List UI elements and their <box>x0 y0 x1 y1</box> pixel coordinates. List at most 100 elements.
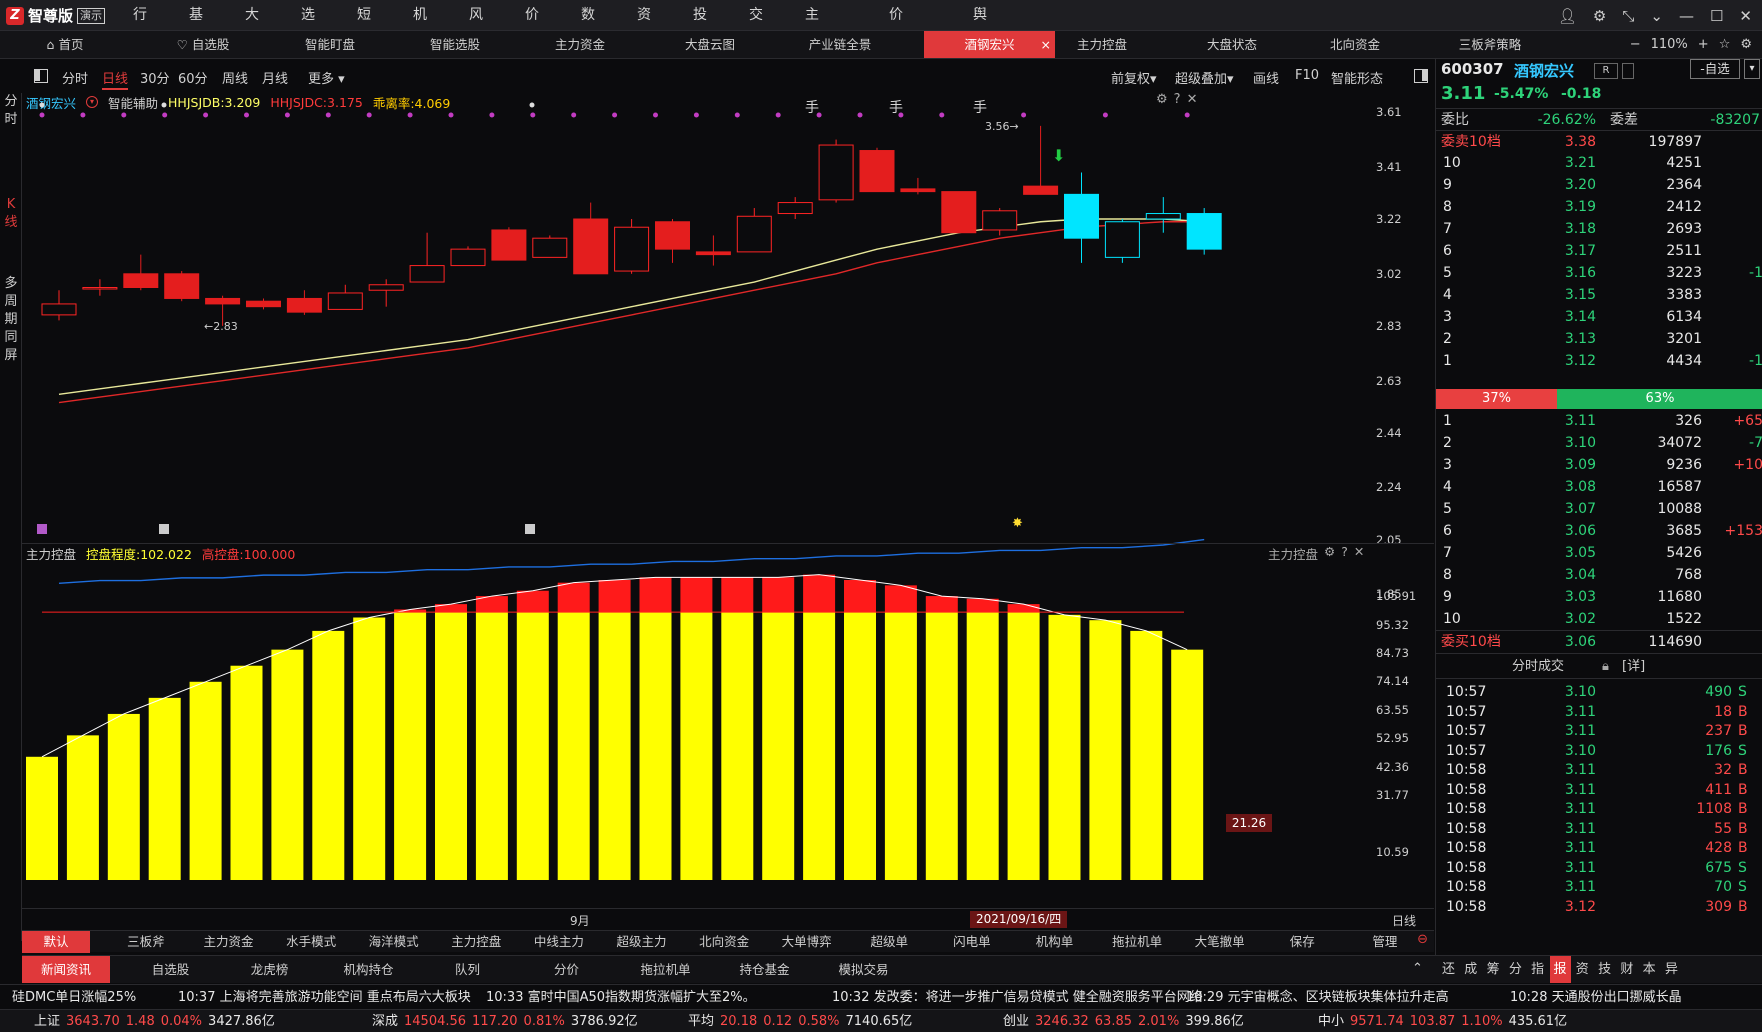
close-tab-icon[interactable]: × <box>1040 37 1051 52</box>
indicator-tab-6[interactable]: 中线主力 <box>533 934 584 949</box>
news-tab-8[interactable]: 模拟交易 <box>838 962 889 977</box>
candle[interactable] <box>450 246 486 267</box>
left-tab-intraday[interactable]: 分时 <box>4 94 18 127</box>
tab-0[interactable]: ⌂ 首页 <box>30 31 100 58</box>
candle[interactable] <box>1023 125 1059 195</box>
news-tab-6[interactable]: 拖拉机单 <box>640 962 691 977</box>
side-tab-9[interactable]: 本 <box>1642 962 1656 977</box>
tab-7[interactable]: 酒钢宏兴 × <box>924 31 1055 58</box>
period-0[interactable]: 分时 <box>62 72 89 87</box>
indicator-tab-11[interactable]: 闪电单 <box>953 934 991 949</box>
indicator-tab-13[interactable]: 拖拉机单 <box>1112 934 1163 949</box>
help-icon[interactable]: ? <box>1173 92 1181 107</box>
ask-row[interactable]: 9 3.20 2364 <box>1436 174 1762 196</box>
indicator-tab-3[interactable]: 水手模式 <box>286 934 337 949</box>
star-icon[interactable]: ☆ <box>1718 37 1731 52</box>
candle[interactable] <box>246 298 281 310</box>
bid-row[interactable]: 9 3.03 11680 <box>1436 586 1762 608</box>
close-icon[interactable]: ✕ <box>1739 6 1752 25</box>
news-tab-5[interactable]: 分价 <box>553 962 579 977</box>
candle[interactable] <box>286 290 322 315</box>
help-icon[interactable]: ? <box>1341 544 1348 559</box>
candle[interactable] <box>491 227 527 261</box>
news-item[interactable]: 10:29 元宇宙概念、区块链板块集体拉升走高 <box>1186 990 1449 1005</box>
bid-row[interactable]: 4 3.08 16587 <box>1436 476 1762 498</box>
ask-row[interactable]: 7 3.18 2693 <box>1436 218 1762 240</box>
left-tab-multi-period[interactable]: 多周期同屏 <box>4 276 18 363</box>
bid-row[interactable]: 6 3.06 3685 +153 <box>1436 520 1762 542</box>
side-tab-1[interactable]: 成 <box>1464 962 1478 977</box>
news-item[interactable]: 硅DMC单日涨幅25% <box>12 990 137 1005</box>
bid-row[interactable]: 8 3.04 768 <box>1436 564 1762 586</box>
news-tab-1[interactable]: 自选股 <box>151 962 190 977</box>
index-item[interactable]: 上证 3643.70 1.48 0.04% 3427.86亿 <box>34 1011 275 1032</box>
tab-1[interactable]: ♡ 自选股 <box>158 31 248 58</box>
tab-11[interactable]: 三板斧策略 <box>1430 31 1550 58</box>
indicator-tab-7[interactable]: 超级主力 <box>616 934 667 949</box>
tab-8[interactable]: 主力控盘 <box>1052 31 1152 58</box>
candle[interactable] <box>1186 208 1222 255</box>
main-control-indicator[interactable]: 主力控盘 控盘程度:102.022 高控盘:100.000 主力控盘 ⚙ ? ✕… <box>22 543 1434 908</box>
indicator-tab-5[interactable]: 主力控盘 <box>451 934 502 949</box>
lock-icon[interactable]: 🔒︎ <box>1602 659 1609 674</box>
ask-row[interactable]: 2 3.13 3201 <box>1436 328 1762 350</box>
candle[interactable] <box>164 271 200 302</box>
zoom-out-button[interactable]: − <box>1629 37 1641 52</box>
ask-row[interactable]: 4 3.15 3383 <box>1436 284 1762 306</box>
panel-toggle-icon[interactable] <box>1414 69 1428 83</box>
indicator-tab-10[interactable]: 超级单 <box>870 934 909 949</box>
side-tab-8[interactable]: 财 <box>1620 962 1634 977</box>
tab-2[interactable]: 智能盯盘 <box>280 31 380 58</box>
candle[interactable] <box>777 197 813 220</box>
layout-toggle-icon[interactable] <box>34 69 48 83</box>
candle[interactable] <box>655 219 690 263</box>
bid-row[interactable]: 5 3.07 10088 <box>1436 498 1762 520</box>
ask-row[interactable]: 6 3.17 2511 <box>1436 240 1762 262</box>
bid-row[interactable]: 10 3.02 1522 <box>1436 608 1762 630</box>
maximize-icon[interactable]: ☐ <box>1709 6 1724 25</box>
period-5[interactable]: 月线 <box>262 72 289 87</box>
period-2[interactable]: 30分 <box>140 72 170 87</box>
side-tab-0[interactable]: 还 <box>1441 962 1455 977</box>
news-item[interactable]: 10:28 天通股份出口挪威长晶 <box>1510 990 1682 1005</box>
settings-icon[interactable]: ⚙ <box>1156 92 1168 107</box>
news-tab-0[interactable]: 新闻资讯 <box>22 956 110 983</box>
candle[interactable] <box>982 208 1018 236</box>
candle[interactable] <box>1064 172 1099 263</box>
period-6[interactable]: 更多 ▾ <box>308 72 345 87</box>
candle[interactable] <box>941 191 977 234</box>
candle[interactable] <box>573 202 609 275</box>
period-1[interactable]: 日线 <box>102 68 129 90</box>
period-4[interactable]: 周线 <box>222 72 249 87</box>
candle[interactable] <box>368 279 404 307</box>
gear-icon[interactable]: ⚙ <box>1740 37 1752 52</box>
side-tab-10[interactable]: 异 <box>1664 962 1678 977</box>
bid-row[interactable]: 1 3.11 326 +65 <box>1436 410 1762 432</box>
indicator-tab-2[interactable]: 主力资金 <box>203 934 254 949</box>
bid-row[interactable]: 2 3.10 34072 -7 <box>1436 432 1762 454</box>
minimize-icon[interactable]: — <box>1678 6 1694 25</box>
candle[interactable] <box>695 235 731 266</box>
news-item[interactable]: 10:32 发改委：将进一步推广信易贷模式 健全融资服务平台网络 <box>832 990 1203 1005</box>
tab-3[interactable]: 智能选股 <box>405 31 505 58</box>
news-ticker[interactable]: 硅DMC单日涨幅25% 10:37 上海将完善旅游功能空间 重点布局六大板块 10:… <box>0 984 1762 1009</box>
user-icon[interactable]: 👤︎ <box>1557 6 1577 25</box>
trades-detail-link[interactable]: [详] <box>1622 659 1646 674</box>
candle[interactable] <box>859 147 895 193</box>
ask-row[interactable]: 3 3.14 6134 <box>1436 306 1762 328</box>
chart-tool-3[interactable]: F10 <box>1295 68 1320 83</box>
chart-tool-2[interactable]: 画线 <box>1253 72 1280 87</box>
tab-4[interactable]: 主力资金 <box>530 31 630 58</box>
candle[interactable] <box>614 219 650 274</box>
close-icon[interactable]: ✕ <box>1353 544 1365 559</box>
candle[interactable] <box>327 284 363 310</box>
index-item[interactable]: 中小 9571.74 103.87 1.10% 435.61亿 <box>1318 1011 1567 1032</box>
side-tab-6[interactable]: 资 <box>1575 962 1589 977</box>
bid-row[interactable]: 7 3.05 5426 <box>1436 542 1762 564</box>
indicator-tab-1[interactable]: 三板斧 <box>127 934 165 949</box>
indicator-tab-14[interactable]: 大笔撤单 <box>1194 934 1245 949</box>
candle[interactable] <box>82 279 118 296</box>
index-item[interactable]: 平均 20.18 0.12 0.58% 7140.65亿 <box>688 1011 912 1032</box>
candle[interactable] <box>41 290 77 321</box>
